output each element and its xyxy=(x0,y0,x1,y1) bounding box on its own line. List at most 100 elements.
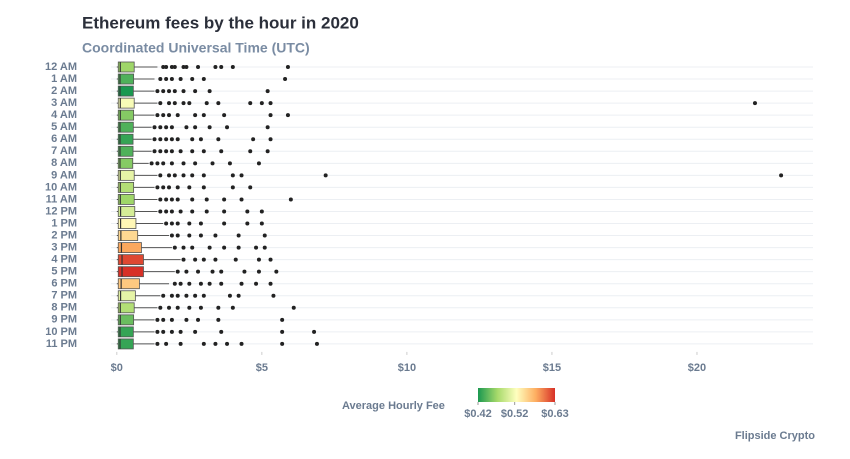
outlier xyxy=(268,257,273,262)
outlier xyxy=(256,269,261,274)
outlier xyxy=(169,77,174,82)
y-tick-label: 12 AM xyxy=(45,61,77,73)
outlier xyxy=(201,293,206,298)
outlier xyxy=(219,149,224,154)
box xyxy=(117,121,134,133)
y-tick-label: 12 PM xyxy=(45,205,77,217)
box xyxy=(117,97,135,109)
box xyxy=(117,85,134,97)
outlier xyxy=(172,89,177,94)
outlier xyxy=(190,173,195,178)
outlier xyxy=(169,125,174,130)
y-tick-label: 8 PM xyxy=(51,302,77,314)
outlier xyxy=(256,257,261,262)
outlier xyxy=(201,77,206,82)
outlier xyxy=(187,101,192,106)
outlier xyxy=(198,281,203,286)
outlier xyxy=(158,305,163,310)
outlier xyxy=(193,329,198,334)
outlier xyxy=(181,257,186,262)
x-tick-label: $5 xyxy=(256,362,268,374)
outlier xyxy=(291,305,296,310)
y-tick-label: 6 PM xyxy=(51,278,77,290)
outlier xyxy=(201,341,206,346)
outlier xyxy=(175,137,180,142)
outlier xyxy=(161,293,166,298)
y-tick-label: 7 AM xyxy=(51,145,77,157)
outlier xyxy=(161,89,166,94)
y-tick-label: 7 PM xyxy=(51,290,77,302)
chart-title: Ethereum fees by the hour in 2020 xyxy=(82,13,359,32)
outlier xyxy=(175,293,180,298)
outlier xyxy=(184,125,189,130)
outlier xyxy=(178,281,183,286)
box xyxy=(117,242,142,254)
outlier xyxy=(248,185,253,190)
outlier xyxy=(198,233,203,238)
outlier xyxy=(222,209,227,214)
outlier xyxy=(164,221,169,226)
outlier xyxy=(213,341,218,346)
outlier xyxy=(158,197,163,202)
outlier xyxy=(222,221,227,226)
outlier xyxy=(213,65,218,69)
outlier xyxy=(164,65,169,69)
legend-tick-label: $0.42 xyxy=(464,408,492,420)
y-tick-label: 4 PM xyxy=(51,254,77,266)
outlier xyxy=(158,209,163,214)
outlier xyxy=(216,305,221,310)
outlier xyxy=(164,77,169,82)
outlier xyxy=(149,161,154,166)
outlier xyxy=(219,329,224,334)
outlier xyxy=(169,149,174,154)
outlier xyxy=(242,269,247,274)
outlier xyxy=(164,137,169,142)
outlier xyxy=(178,329,183,334)
box xyxy=(117,133,134,145)
outlier xyxy=(158,173,163,178)
legend-colorbar xyxy=(478,388,555,402)
outlier xyxy=(262,233,267,238)
outlier xyxy=(175,269,180,274)
box xyxy=(117,218,137,229)
outlier xyxy=(161,161,166,166)
outlier xyxy=(184,65,189,69)
outlier xyxy=(207,89,212,94)
source: Flipside Crypto xyxy=(735,430,815,442)
y-tick-label: 2 AM xyxy=(51,85,77,97)
outlier xyxy=(167,305,172,310)
outlier xyxy=(230,185,235,190)
outlier xyxy=(201,173,206,178)
outlier xyxy=(248,101,253,106)
outlier xyxy=(256,161,261,166)
outlier xyxy=(187,305,192,310)
outlier xyxy=(271,293,276,298)
outlier xyxy=(169,209,174,214)
outlier xyxy=(239,281,244,286)
outlier xyxy=(230,305,235,310)
outlier xyxy=(204,101,209,106)
outlier xyxy=(239,173,244,178)
outlier xyxy=(222,245,227,250)
outlier xyxy=(259,101,264,106)
outlier xyxy=(167,101,172,106)
outlier xyxy=(184,317,189,322)
outlier xyxy=(190,209,195,214)
outlier xyxy=(285,113,290,118)
outlier xyxy=(169,221,174,226)
outlier xyxy=(175,197,180,202)
outlier xyxy=(216,101,221,106)
outlier xyxy=(172,281,177,286)
outlier xyxy=(158,77,163,82)
outlier xyxy=(196,317,201,322)
x-tick-label: $15 xyxy=(543,362,561,374)
box xyxy=(117,61,135,73)
box xyxy=(117,194,135,205)
outlier xyxy=(169,197,174,202)
outlier xyxy=(207,245,212,250)
x-tick-label: $10 xyxy=(398,362,416,374)
x-tick-label: $0 xyxy=(111,362,123,374)
y-tick-label: 10 PM xyxy=(45,326,77,338)
outlier xyxy=(198,305,203,310)
outlier xyxy=(280,341,285,346)
